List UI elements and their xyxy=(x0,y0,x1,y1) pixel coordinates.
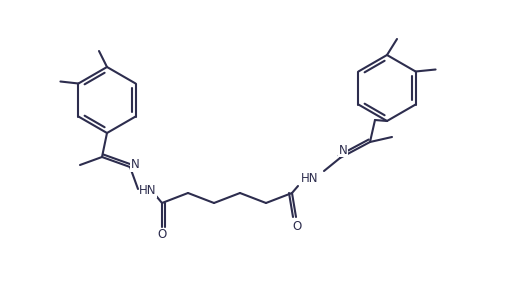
Text: O: O xyxy=(157,228,167,242)
Text: O: O xyxy=(292,219,301,233)
Text: N: N xyxy=(130,159,139,171)
Text: HN: HN xyxy=(301,171,319,184)
Text: N: N xyxy=(339,143,347,157)
Text: HN: HN xyxy=(139,184,157,198)
